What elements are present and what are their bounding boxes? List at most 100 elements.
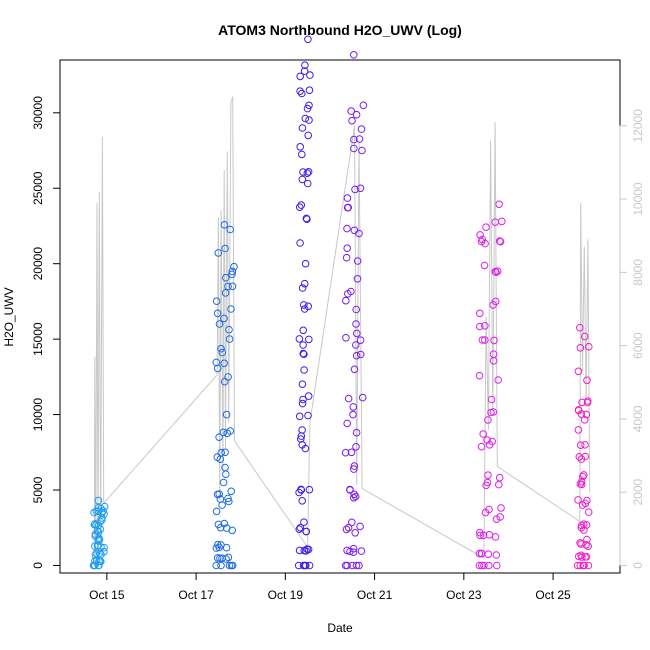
data-point — [487, 395, 496, 404]
data-point — [225, 561, 234, 570]
data-point — [304, 131, 313, 140]
data-point — [476, 528, 484, 537]
data-point — [300, 279, 309, 288]
data-point — [227, 305, 235, 313]
data-point — [495, 473, 504, 482]
data-point — [222, 410, 231, 419]
data-point — [350, 490, 359, 499]
data-point — [219, 478, 228, 487]
y-tick-label: 5000 — [31, 476, 45, 503]
data-point — [342, 253, 351, 262]
data-point — [476, 309, 484, 318]
data-point — [298, 380, 307, 389]
data-point — [480, 561, 488, 570]
data-point — [298, 497, 307, 505]
data-point — [217, 561, 225, 570]
series-1 — [89, 496, 109, 570]
data-point — [300, 546, 309, 555]
data-point — [92, 549, 101, 558]
data-point — [576, 323, 584, 332]
data-point — [476, 231, 484, 239]
x-tick-label: Oct 17 — [178, 588, 214, 602]
data-point — [352, 341, 360, 349]
data-point — [212, 297, 221, 306]
data-point — [304, 168, 313, 176]
x-tick-label: Oct 15 — [89, 588, 125, 602]
data-point — [349, 403, 358, 411]
series-2 — [212, 221, 238, 570]
x-tick-label: Oct 19 — [268, 588, 304, 602]
data-point — [355, 229, 363, 238]
data-point — [295, 525, 304, 534]
data-point — [301, 444, 310, 453]
data-point — [222, 273, 230, 282]
data-point — [359, 101, 368, 110]
x-tick-label: Oct 23 — [446, 588, 482, 602]
data-point — [214, 540, 222, 549]
data-point — [352, 428, 361, 437]
data-point — [90, 561, 99, 570]
data-point — [352, 351, 361, 360]
data-point — [475, 561, 484, 570]
data-point — [583, 376, 591, 385]
data-point — [298, 284, 307, 292]
data-point — [485, 561, 493, 570]
data-point — [578, 398, 586, 407]
data-point — [306, 71, 314, 79]
data-point — [228, 267, 237, 276]
data-point — [574, 406, 583, 414]
data-point — [492, 551, 501, 559]
data-point — [301, 259, 310, 268]
data-point — [580, 561, 588, 570]
data-point — [356, 184, 365, 193]
data-point — [352, 320, 360, 328]
data-point — [350, 226, 359, 235]
data-point — [347, 107, 356, 115]
data-point — [356, 350, 365, 359]
data-point — [496, 513, 505, 521]
data-point — [475, 549, 484, 558]
data-point — [216, 554, 224, 563]
data-point — [581, 441, 589, 449]
data-point — [351, 492, 360, 501]
data-point — [348, 518, 356, 527]
data-point — [225, 335, 234, 343]
data-point — [481, 322, 489, 330]
series-6 — [573, 323, 593, 570]
data-point — [342, 334, 350, 342]
data-point — [582, 541, 590, 549]
data-point — [576, 561, 585, 570]
data-point — [348, 116, 356, 125]
data-point — [351, 185, 359, 194]
data-point — [576, 441, 585, 450]
data-point — [343, 194, 352, 202]
data-point — [304, 411, 312, 420]
data-point — [580, 520, 588, 529]
data-point — [220, 519, 229, 528]
data-point — [358, 146, 366, 155]
data-point — [298, 124, 307, 132]
data-point — [296, 143, 305, 151]
data-point — [353, 329, 361, 338]
data-point — [582, 410, 591, 419]
data-point — [575, 453, 584, 461]
data-point — [230, 262, 238, 271]
y2-tick-label: 6000 — [631, 332, 645, 359]
data-point — [227, 487, 235, 496]
y-axis-right: 0 2000 4000 6000 8000 10000 12000 — [619, 109, 645, 569]
data-point — [475, 371, 484, 380]
data-point — [304, 302, 313, 311]
data-point — [297, 201, 306, 209]
data-point — [584, 397, 592, 405]
data-point — [491, 267, 500, 276]
data-point — [304, 392, 313, 400]
data-point — [343, 561, 351, 570]
data-point — [582, 521, 591, 529]
data-point — [492, 515, 501, 524]
data-point — [480, 261, 489, 270]
data-point — [305, 485, 314, 494]
data-point — [350, 135, 358, 144]
data-point — [221, 244, 229, 253]
points-layer — [89, 35, 593, 570]
